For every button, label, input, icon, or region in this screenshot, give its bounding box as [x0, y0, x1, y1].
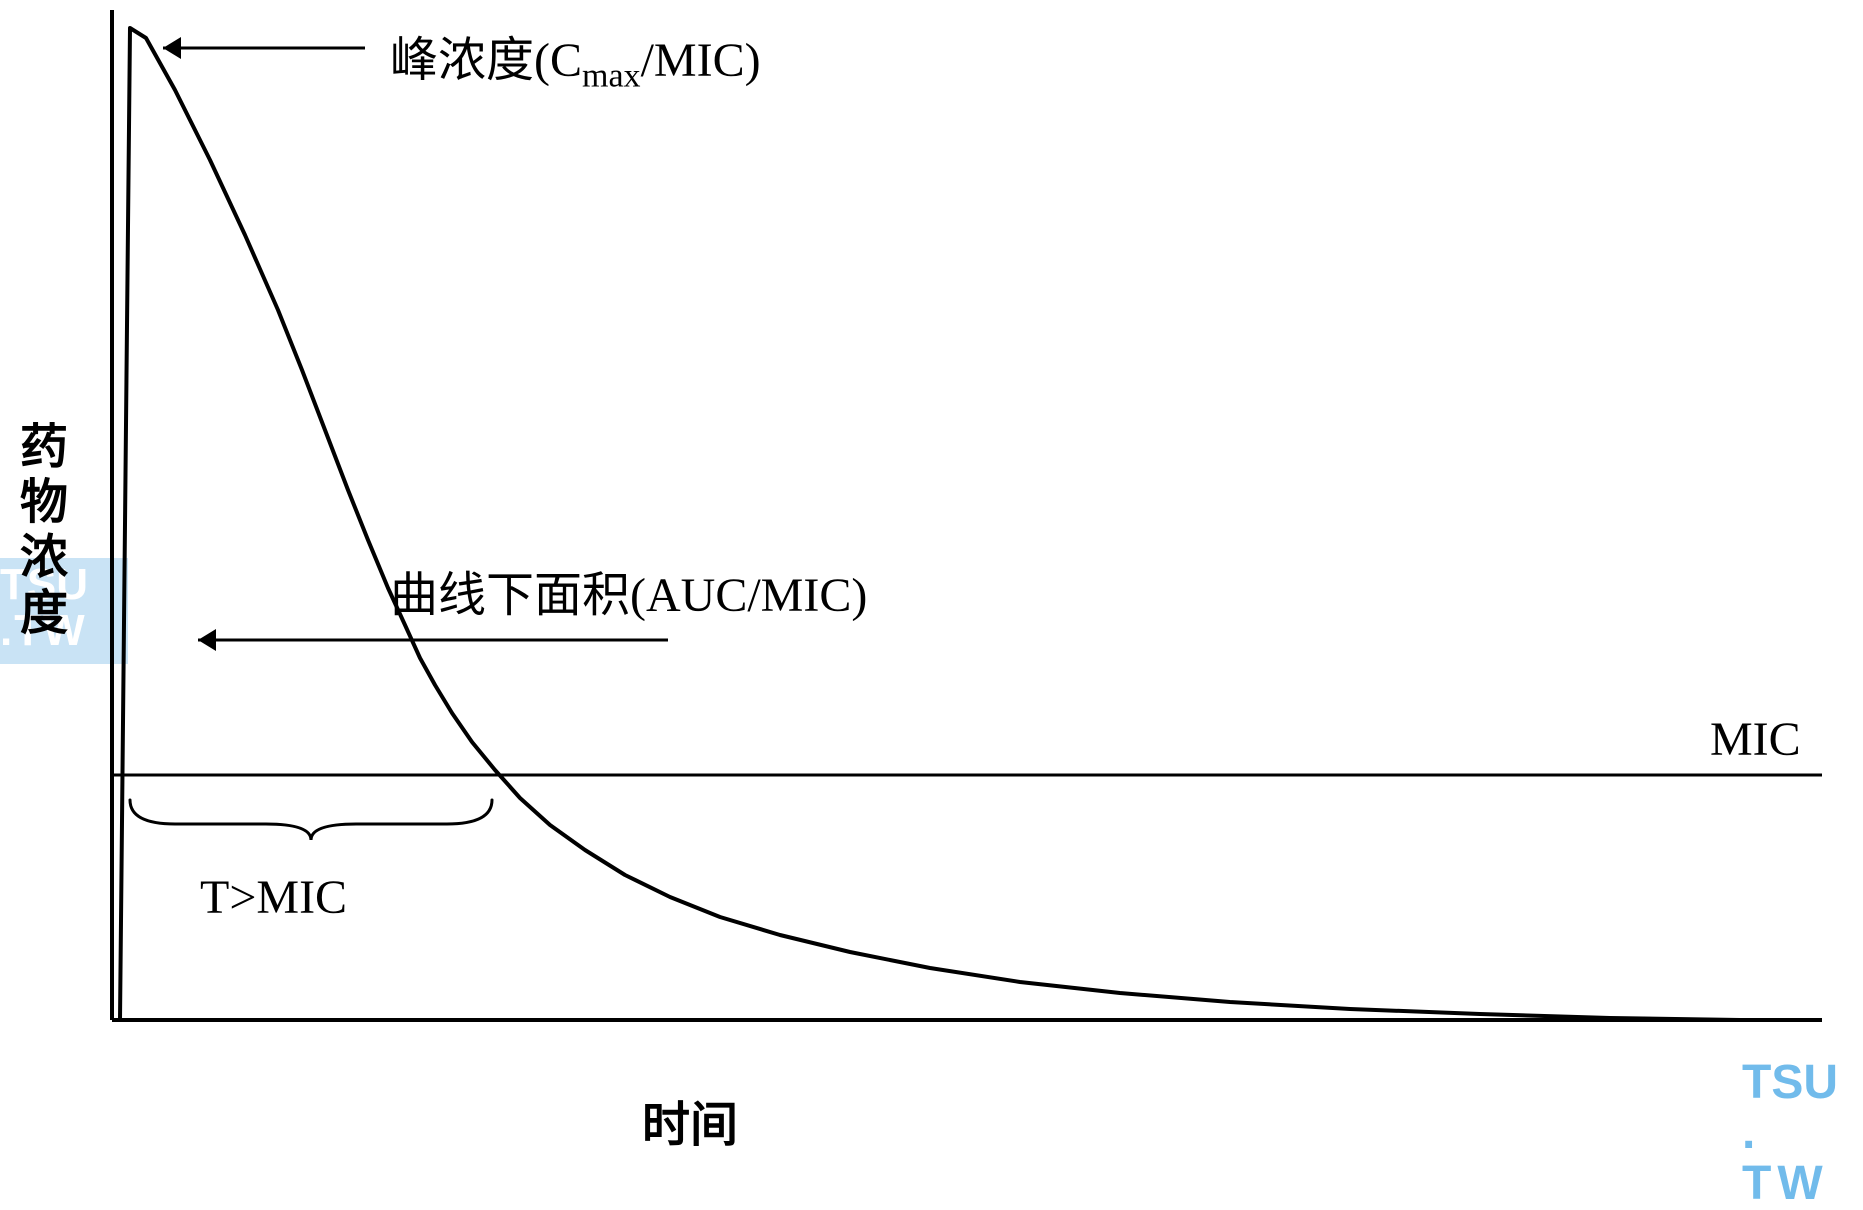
pkpd-chart: { "chart": { "type": "line", "background… [0, 0, 1863, 1160]
peak-prefix: 峰浓度(C [390, 34, 582, 87]
plot-svg [0, 0, 1863, 1160]
peak-label: 峰浓度(Cmax/MIC) [390, 20, 761, 96]
mic-label: MIC [1710, 712, 1801, 767]
watermark-right-line1: TSU [1742, 1058, 1863, 1108]
auc-label: 曲线下面积(AUC/MIC) [390, 555, 867, 625]
watermark-right: TSU . TW [1742, 1058, 1863, 1209]
x-axis-label: 时间 [642, 1085, 738, 1155]
y-axis-label: 药物浓度 [20, 420, 68, 641]
peak-suffix: /MIC) [641, 34, 761, 87]
peak-sub: max [582, 58, 641, 95]
t-gt-mic-label: T>MIC [200, 870, 347, 925]
watermark-right-line2: . TW [1742, 1108, 1863, 1209]
